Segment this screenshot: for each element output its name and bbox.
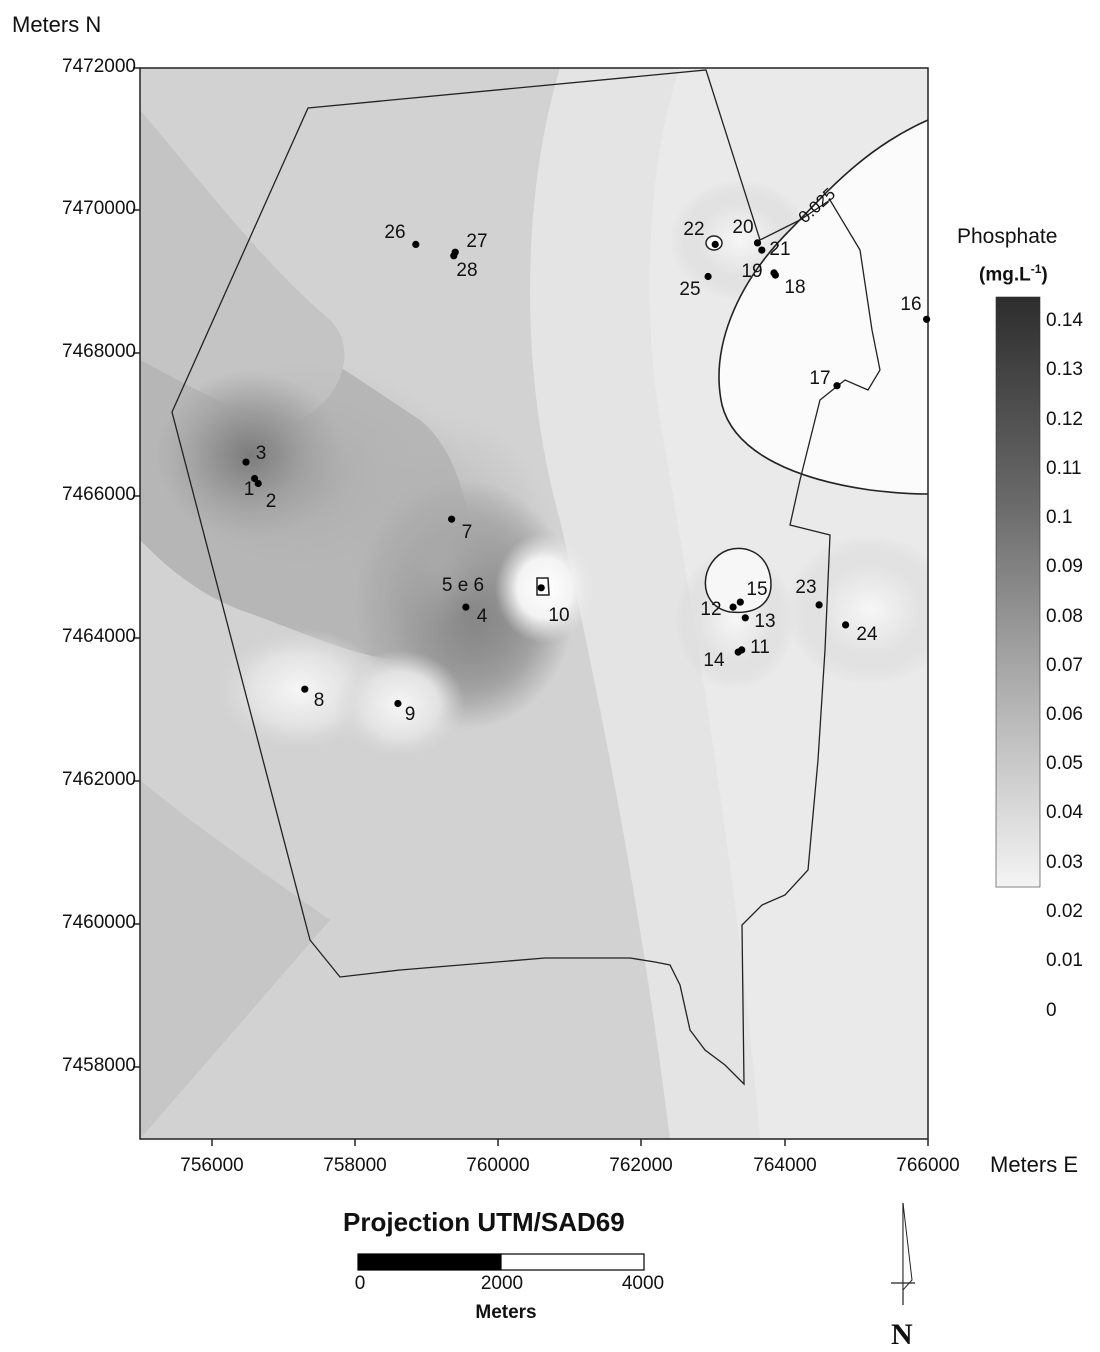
scale-bar [357,1253,645,1271]
station-label-21: 21 [769,239,791,260]
x-tick-label: 764000 [753,1155,817,1176]
station-label-7: 7 [461,522,473,543]
scale-unit-label: Meters [475,1302,537,1323]
station-point-23 [815,601,823,609]
legend-tick-label: 0.02 [1046,901,1083,922]
station-label-9: 9 [404,704,416,725]
y-tick-label: 7472000 [62,56,136,77]
x-tick-label: 760000 [466,1155,530,1176]
station-label-1: 1 [243,479,255,500]
legend-tick-label: 0.11 [1046,458,1082,479]
station-point-8 [301,685,309,693]
station-label-15: 15 [746,579,768,600]
contour-0025 [718,119,929,495]
axis-ticks [133,67,929,1146]
station-label-25: 25 [679,279,701,300]
station-point-4 [462,603,470,611]
legend-tick-label: 0.06 [1046,704,1083,725]
map-frame [139,67,929,1140]
legend-tick-label: 0.13 [1046,359,1083,380]
y-tick-label: 7468000 [62,341,136,362]
station-label-14: 14 [703,650,725,671]
y-tick-label: 7462000 [62,769,136,790]
station-label-16: 16 [900,294,922,315]
station-label-18: 18 [784,277,806,298]
north-arrow-label: N [891,1318,913,1351]
legend-tick-label: 0.03 [1046,852,1083,873]
legend-tick-label: 0 [1046,1000,1057,1021]
station-point-15 [736,598,744,606]
station-point-21 [758,246,766,254]
station-point-28 [450,252,458,260]
legend-title: Phosphate [957,225,1058,248]
scale-tick-label: 2000 [480,1273,524,1294]
station-point-9 [394,699,402,708]
station-point-16 [923,315,931,323]
station-label-8: 8 [313,690,325,711]
station-point-22 [711,240,719,248]
y-tick-label: 7464000 [62,626,136,647]
legend-tick-label: 0.04 [1046,802,1083,823]
y-tick-label: 7470000 [62,198,136,219]
station-point-24 [842,621,850,629]
station-label-19: 19 [741,261,763,282]
station-label-12: 12 [700,599,722,620]
legend-tick-label: 0.05 [1046,753,1083,774]
station-label-24: 24 [856,624,878,645]
station-label-28: 28 [456,260,478,281]
station-point-25 [704,272,712,281]
y-tick-label: 7466000 [62,484,136,505]
y-tick-label: 7458000 [62,1055,136,1076]
legend-tick-label: 0.01 [1046,950,1083,971]
sampling-stations [242,239,931,708]
station-label-2: 2 [265,491,277,512]
scale-tick-label: 0 [354,1273,366,1294]
station-label-4: 4 [476,606,488,627]
legend-tick-label: 0.08 [1046,606,1083,627]
station-point-12 [729,603,737,611]
x-axis-title: Meters E [990,1152,1079,1177]
station-label-10: 10 [548,605,570,626]
north-arrow-icon [891,1202,915,1305]
y-tick-label: 7460000 [62,912,136,933]
legend-units: (mg.L-1) [979,262,1048,286]
station-point-14 [734,648,742,656]
study-area-boundary [171,69,881,1086]
station-label-3: 3 [255,443,267,464]
legend-tick-label: 0.09 [1046,556,1083,577]
projection-title: Projection UTM/SAD69 [343,1207,625,1237]
station-point-3 [242,458,250,466]
station-point-26 [412,240,420,248]
station-label-26: 26 [384,222,406,243]
station-label-27: 27 [466,231,488,252]
station-point-17 [833,382,841,390]
legend-tick-label: 0.12 [1046,409,1083,430]
legend-tick-label: 0.07 [1046,655,1083,676]
x-tick-label: 762000 [609,1155,673,1176]
x-tick-label: 756000 [180,1155,244,1176]
station-label-20: 20 [732,217,754,238]
legend-colorbar [995,296,1041,888]
phosphate-surface [140,68,928,1139]
station-point-2 [254,479,262,488]
y-axis-title: Meters N [12,12,102,37]
station-label-17: 17 [809,368,831,389]
station-label-11: 11 [750,637,770,658]
scale-tick-label: 4000 [621,1273,665,1294]
station-point-7 [448,515,456,523]
station-label-13: 13 [754,611,776,632]
station-label-5-6: 5 e 6 [441,575,485,596]
station-point-10 [537,584,545,592]
station-point-13 [741,614,749,622]
legend-tick-label: 0.14 [1046,310,1083,331]
station-point-1 [251,474,259,483]
station-label-22: 22 [683,219,705,240]
legend-tick-label: 0.1 [1046,507,1073,528]
station-point-19 [770,269,778,277]
x-tick-label: 758000 [323,1155,387,1176]
station-point-20 [753,239,762,247]
x-tick-label: 766000 [896,1155,960,1176]
station-label-23: 23 [795,577,817,598]
